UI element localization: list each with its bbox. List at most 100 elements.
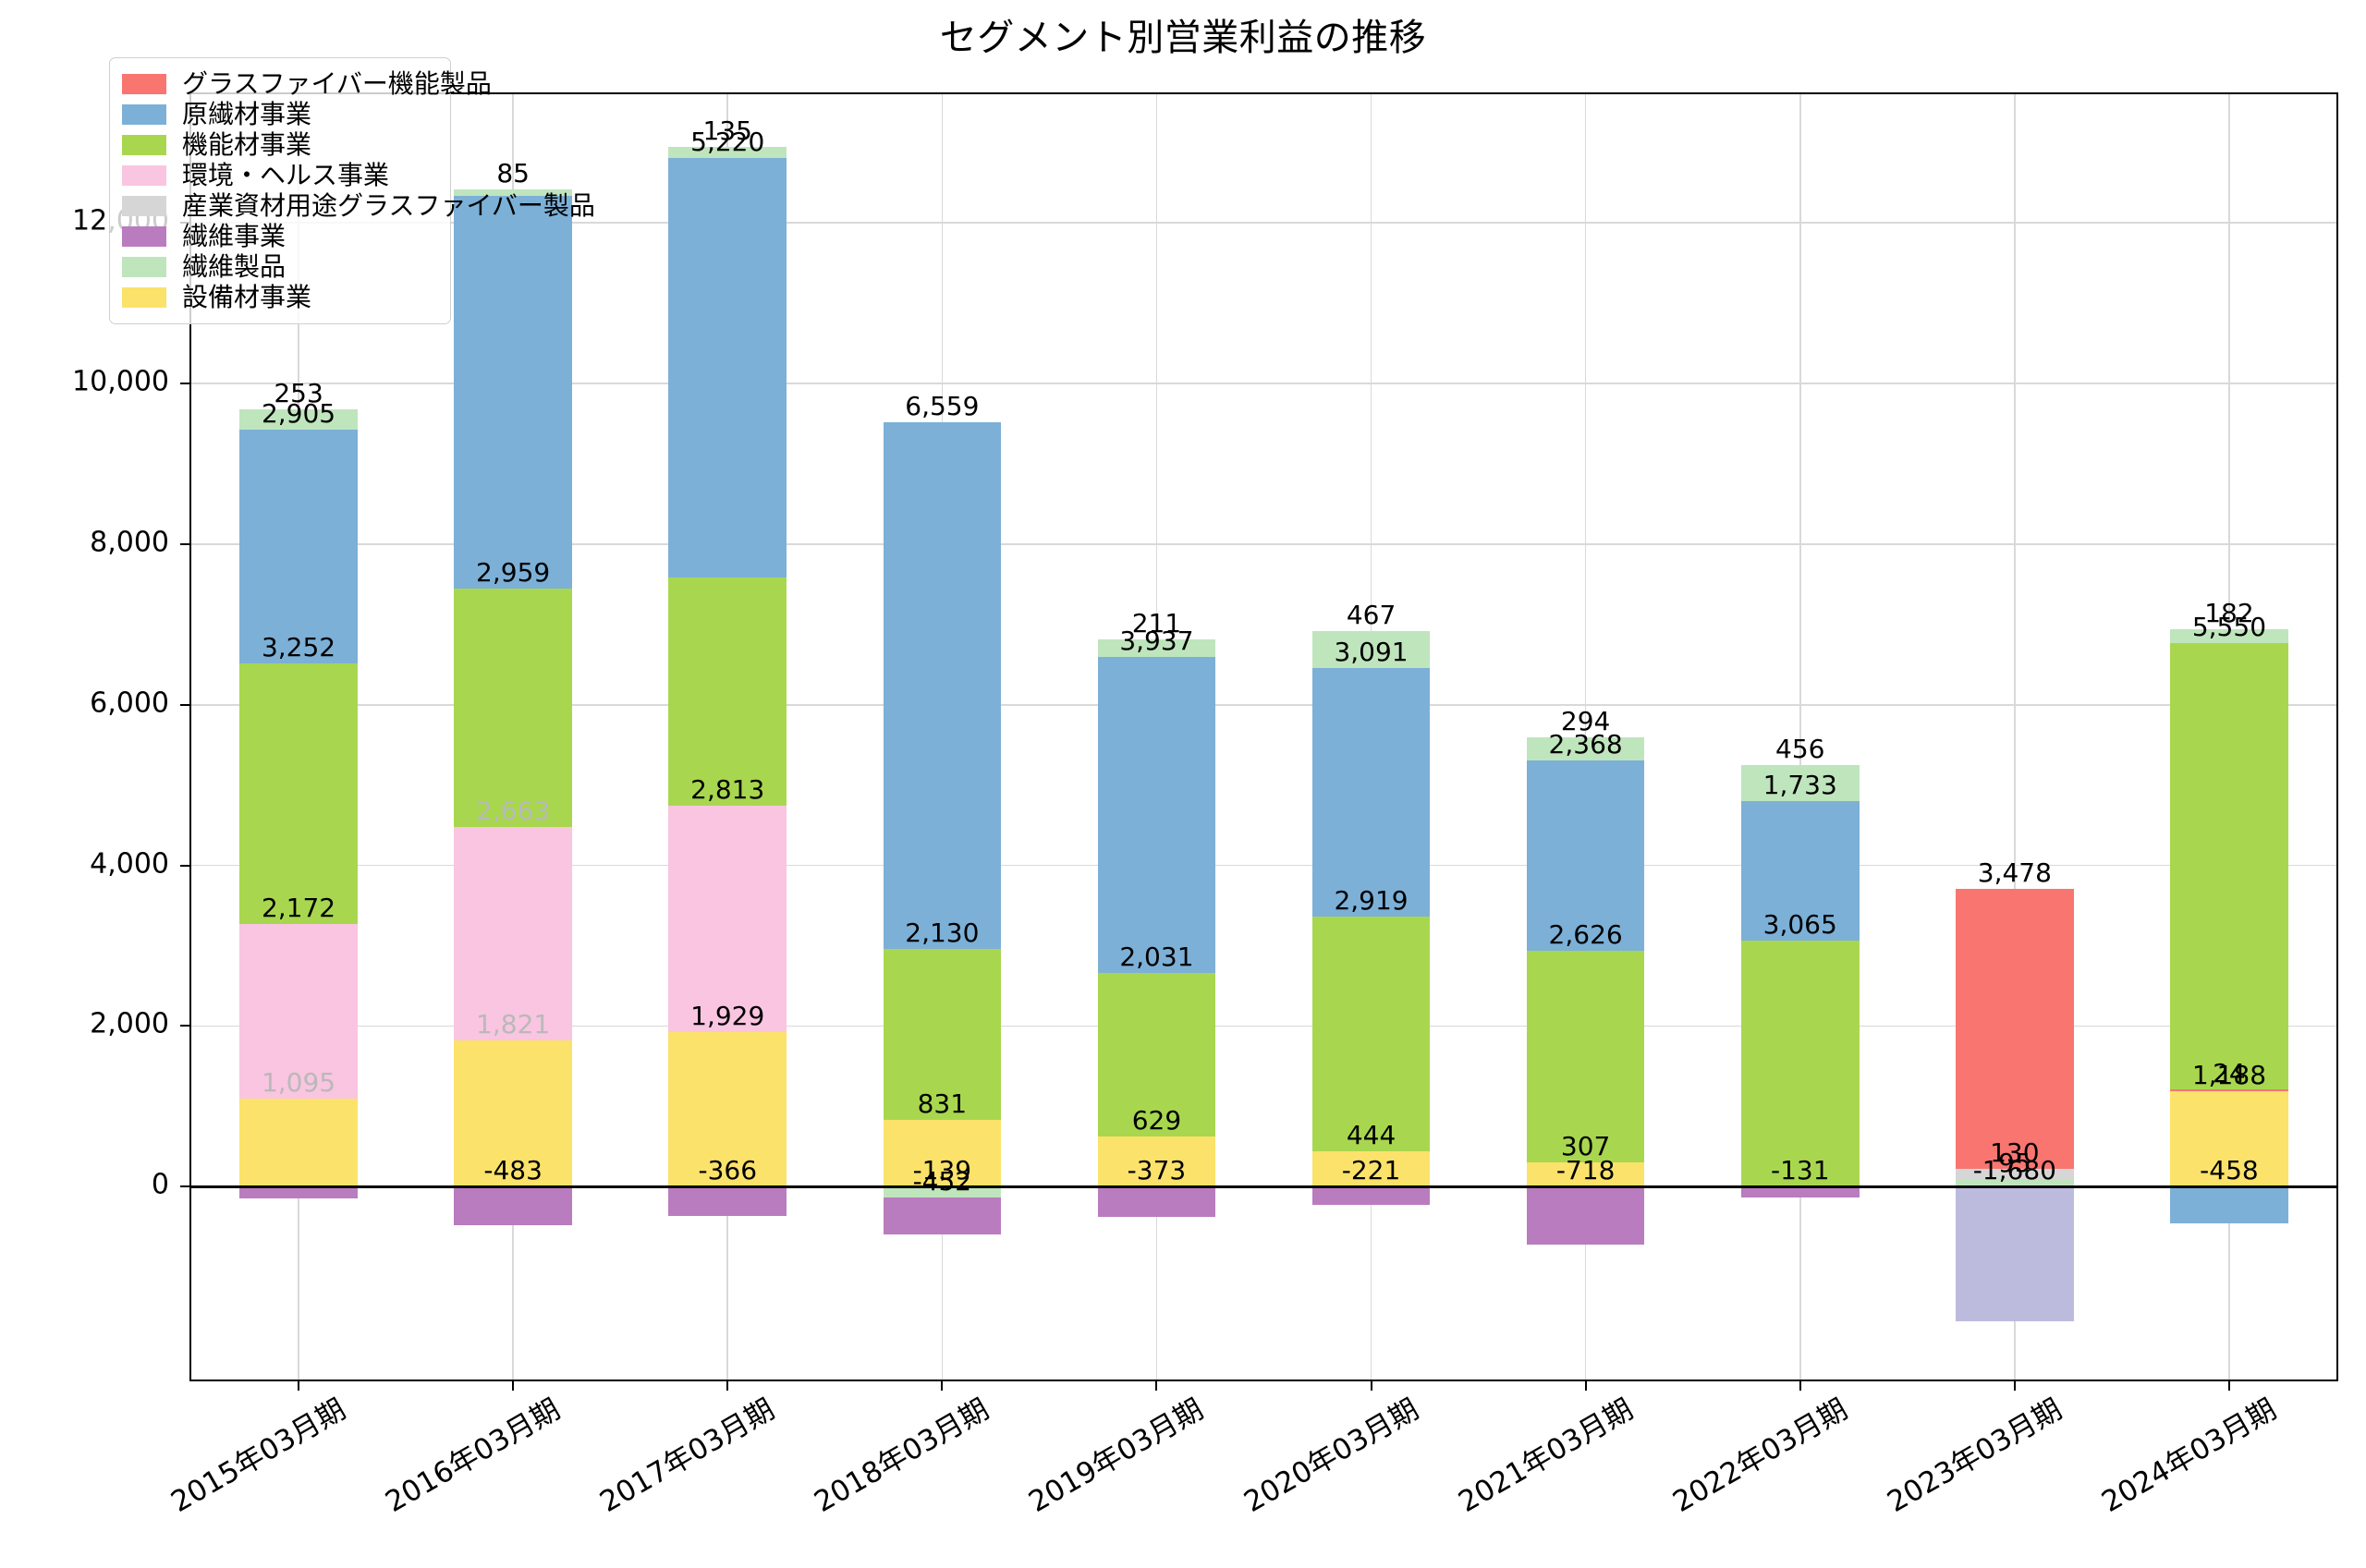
bar-segment-value-label: 135 [702, 115, 752, 147]
bar-segment[interactable] [2170, 628, 2288, 644]
bar-segment[interactable] [883, 1197, 1002, 1234]
bar-segment[interactable] [1097, 1186, 1216, 1217]
bar-segment[interactable] [239, 430, 358, 663]
x-tick-label: 2021年03月期 [1452, 1392, 1639, 1520]
legend-item-label: 設備材事業 [182, 281, 312, 312]
bar-segment[interactable] [239, 1099, 358, 1187]
bar-segment[interactable] [1311, 1186, 1431, 1205]
bar-segment[interactable] [239, 1186, 358, 1198]
bar-segment[interactable] [239, 662, 358, 925]
bar-segment-value-label: 6,559 [905, 390, 980, 421]
legend-swatch-icon [122, 286, 166, 308]
x-gridline [1584, 94, 1587, 1380]
bar-segment[interactable] [1526, 760, 1645, 952]
bar-column[interactable]: 1,929 2,813 5,220 135 -366 [668, 94, 787, 1380]
x-tick-label: 2020年03月期 [1238, 1392, 1424, 1520]
legend-item[interactable]: 環境・ヘルス事業 [122, 160, 438, 190]
bar-segment[interactable] [454, 826, 572, 1041]
bar-segment[interactable] [883, 948, 1002, 1121]
x-tick-mark [1155, 1380, 1158, 1391]
bar-column[interactable]: 1,821 2,663 2,959 85 -483 [454, 94, 572, 1380]
legend-item[interactable]: 繊維事業 [122, 221, 438, 251]
bar-segment[interactable] [668, 1031, 787, 1187]
bar-segment[interactable] [1956, 1186, 2074, 1322]
bar-segment[interactable] [883, 421, 1002, 949]
bar-segment[interactable] [1526, 1161, 1645, 1187]
bar-segment[interactable] [668, 806, 787, 1032]
bar-segment[interactable] [668, 1186, 787, 1217]
bar-segment[interactable] [454, 1040, 572, 1187]
bar-segment[interactable] [668, 577, 787, 807]
bar-segment[interactable] [454, 196, 572, 590]
bar-segment[interactable] [1740, 1186, 1860, 1197]
bar-segment[interactable] [1097, 1136, 1216, 1187]
plot-area: 1,095 2,172 3,252 2,905 253 1,821 2,663 2,959 85… [180, 92, 2338, 1391]
legend-item[interactable]: 機能材事業 [122, 129, 438, 160]
x-tick-label: 2024年03月期 [2096, 1392, 2283, 1520]
legend-item[interactable]: 設備材事業 [122, 282, 438, 312]
legend-item-label: 機能材事業 [182, 128, 312, 160]
legend-item-label: グラスファイバー機能製品 [182, 67, 492, 99]
x-gridline [2014, 94, 2016, 1380]
bar-segment[interactable] [668, 157, 787, 577]
legend-swatch-icon [122, 164, 166, 186]
legend-item-label: 産業資材用途グラスファイバー製品 [182, 189, 595, 221]
bar-segment[interactable] [668, 147, 787, 158]
bar-segment[interactable] [1956, 1179, 2074, 1187]
chart-legend: グラスファイバー機能製品 原繊材事業 機能材事業 環境・ヘルス事業 産業資材用途グラスフ… [109, 57, 595, 324]
x-tick-mark [512, 1380, 515, 1391]
bar-segment-value-label: 211 [1131, 608, 1182, 639]
y-gridline [191, 864, 2336, 867]
legend-swatch-icon [122, 195, 166, 216]
bar-segment[interactable] [1526, 736, 1645, 761]
x-tick-mark [2227, 1380, 2230, 1391]
bar-segment[interactable] [1311, 630, 1431, 669]
y-tick-label: 2,000 [90, 1007, 169, 1040]
y-gridline [191, 543, 2336, 545]
legend-item[interactable]: 原繊材事業 [122, 99, 438, 129]
bar-column[interactable]: 307 2,626 2,368 294 -718 [1526, 94, 1645, 1380]
bar-segment[interactable] [1311, 1150, 1431, 1187]
bar-segment[interactable] [2170, 1088, 2288, 1092]
bar-segment[interactable] [883, 1120, 1002, 1187]
bar-segment[interactable] [1740, 940, 1860, 1187]
x-tick-mark [726, 1380, 729, 1391]
bar-segment[interactable] [1097, 656, 1216, 974]
bar-segment[interactable] [2170, 1091, 2288, 1187]
bar-segment[interactable] [1311, 668, 1431, 917]
y-gridline [191, 1025, 2336, 1027]
bar-segment-value-label: 182 [2204, 597, 2254, 628]
legend-swatch-icon [122, 256, 166, 277]
legend-item[interactable]: グラスファイバー機能製品 [122, 68, 492, 99]
bar-segment-value-label: 85 [496, 157, 530, 188]
x-tick-mark [1370, 1380, 1372, 1391]
y-tick-mark [180, 1025, 191, 1027]
bar-segment[interactable] [1311, 916, 1431, 1151]
bar-segment[interactable] [1097, 639, 1216, 657]
bar-segment[interactable] [883, 1186, 1002, 1198]
bar-segment[interactable] [2170, 1186, 2288, 1224]
bar-segment[interactable] [239, 924, 358, 1100]
bar-segment[interactable] [2170, 643, 2288, 1089]
legend-item[interactable]: 繊維製品 [122, 251, 438, 282]
bar-segment[interactable] [454, 188, 572, 197]
bar-segment[interactable] [239, 409, 358, 431]
bar-segment[interactable] [1526, 951, 1645, 1162]
chart-title: セグメント別営業利益の推移 [939, 17, 1427, 59]
bar-segment[interactable] [454, 589, 572, 827]
bar-segment[interactable] [1956, 1168, 2074, 1180]
legend-swatch-icon [122, 225, 166, 247]
y-gridline [191, 383, 2336, 384]
legend-swatch-icon [122, 73, 166, 94]
y-tick-label: 10,000 [72, 365, 169, 398]
bar-segment[interactable] [1740, 801, 1860, 941]
bar-segment[interactable] [1097, 973, 1216, 1136]
x-tick-label: 2022年03月期 [1666, 1392, 1853, 1520]
bar-segment[interactable] [1956, 889, 2074, 1169]
bar-segment[interactable] [454, 1186, 572, 1226]
bar-segment[interactable] [1526, 1186, 1645, 1245]
legend-item-label: 環境・ヘルス事業 [182, 159, 390, 190]
bar-segment[interactable] [1740, 764, 1860, 802]
legend-item[interactable]: 産業資材用途グラスファイバー製品 [122, 190, 595, 221]
